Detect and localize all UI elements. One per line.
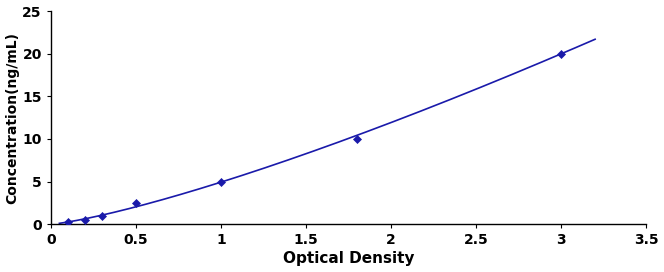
Y-axis label: Concentration(ng/mL): Concentration(ng/mL) [5, 32, 19, 204]
X-axis label: Optical Density: Optical Density [283, 251, 414, 267]
